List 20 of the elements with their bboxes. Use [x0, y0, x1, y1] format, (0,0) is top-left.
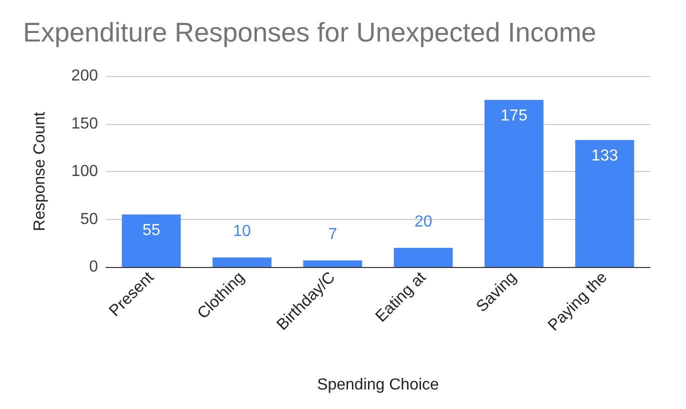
- y-tick-label: 100: [71, 163, 98, 180]
- bar: [303, 260, 362, 267]
- y-tick-label: 150: [71, 115, 98, 132]
- y-axis-title: Response Count: [32, 111, 48, 232]
- data-label: 133: [591, 147, 618, 164]
- chart-title: Expenditure Responses for Unexpected Income: [23, 18, 596, 48]
- bar: [212, 257, 272, 267]
- data-label: 55: [142, 222, 160, 239]
- y-tick-label: 0: [89, 258, 98, 276]
- data-label: 7: [328, 226, 338, 243]
- bar: [484, 100, 544, 267]
- data-label: 20: [414, 213, 432, 230]
- bar: [394, 248, 453, 267]
- bar: [122, 214, 181, 267]
- y-tick-label: 200: [71, 68, 98, 84]
- bar: [575, 140, 634, 267]
- data-label: 175: [500, 107, 528, 124]
- data-label: 10: [233, 222, 251, 240]
- y-tick-label: 50: [80, 210, 98, 228]
- x-axis-title: Spending Choice: [317, 376, 440, 394]
